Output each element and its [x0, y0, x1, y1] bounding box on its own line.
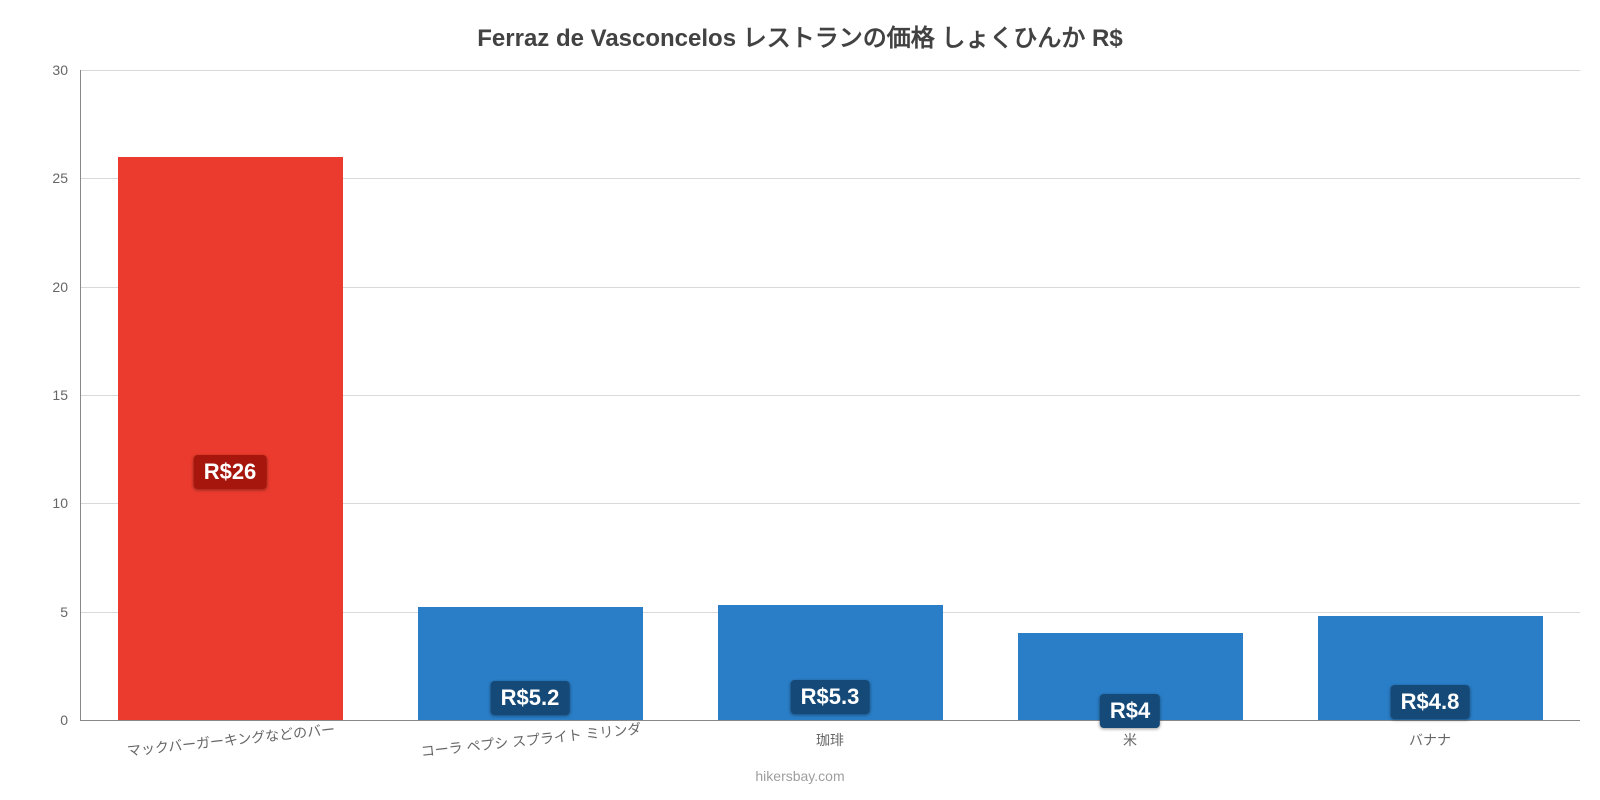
y-tick-label: 30: [0, 62, 68, 78]
gridline: [80, 70, 1580, 71]
bar: [118, 157, 343, 720]
y-tick-label: 15: [0, 387, 68, 403]
y-tick-label: 25: [0, 170, 68, 186]
credit-text: hikersbay.com: [0, 768, 1600, 784]
y-tick-label: 5: [0, 604, 68, 620]
y-tick-label: 20: [0, 279, 68, 295]
bar-value-label: R$5.2: [491, 681, 570, 715]
chart-container: Ferraz de Vasconcelos レストランの価格 しょくひんか R$…: [0, 0, 1600, 800]
y-tick-label: 10: [0, 495, 68, 511]
bar-value-label: R$4.8: [1391, 685, 1470, 719]
y-tick-label: 0: [0, 712, 68, 728]
y-axis: [80, 70, 81, 720]
x-axis: [80, 720, 1580, 721]
bar-value-label: R$26: [194, 455, 267, 489]
bar-value-label: R$5.3: [791, 680, 870, 714]
x-tick-label: バナナ: [1230, 730, 1600, 750]
bar-value-label: R$4: [1100, 694, 1160, 728]
chart-title: Ferraz de Vasconcelos レストランの価格 しょくひんか R$: [0, 18, 1600, 53]
plot-area: 051015202530R$26マックバーガーキングなどのバーR$5.2コーラ …: [80, 70, 1580, 720]
